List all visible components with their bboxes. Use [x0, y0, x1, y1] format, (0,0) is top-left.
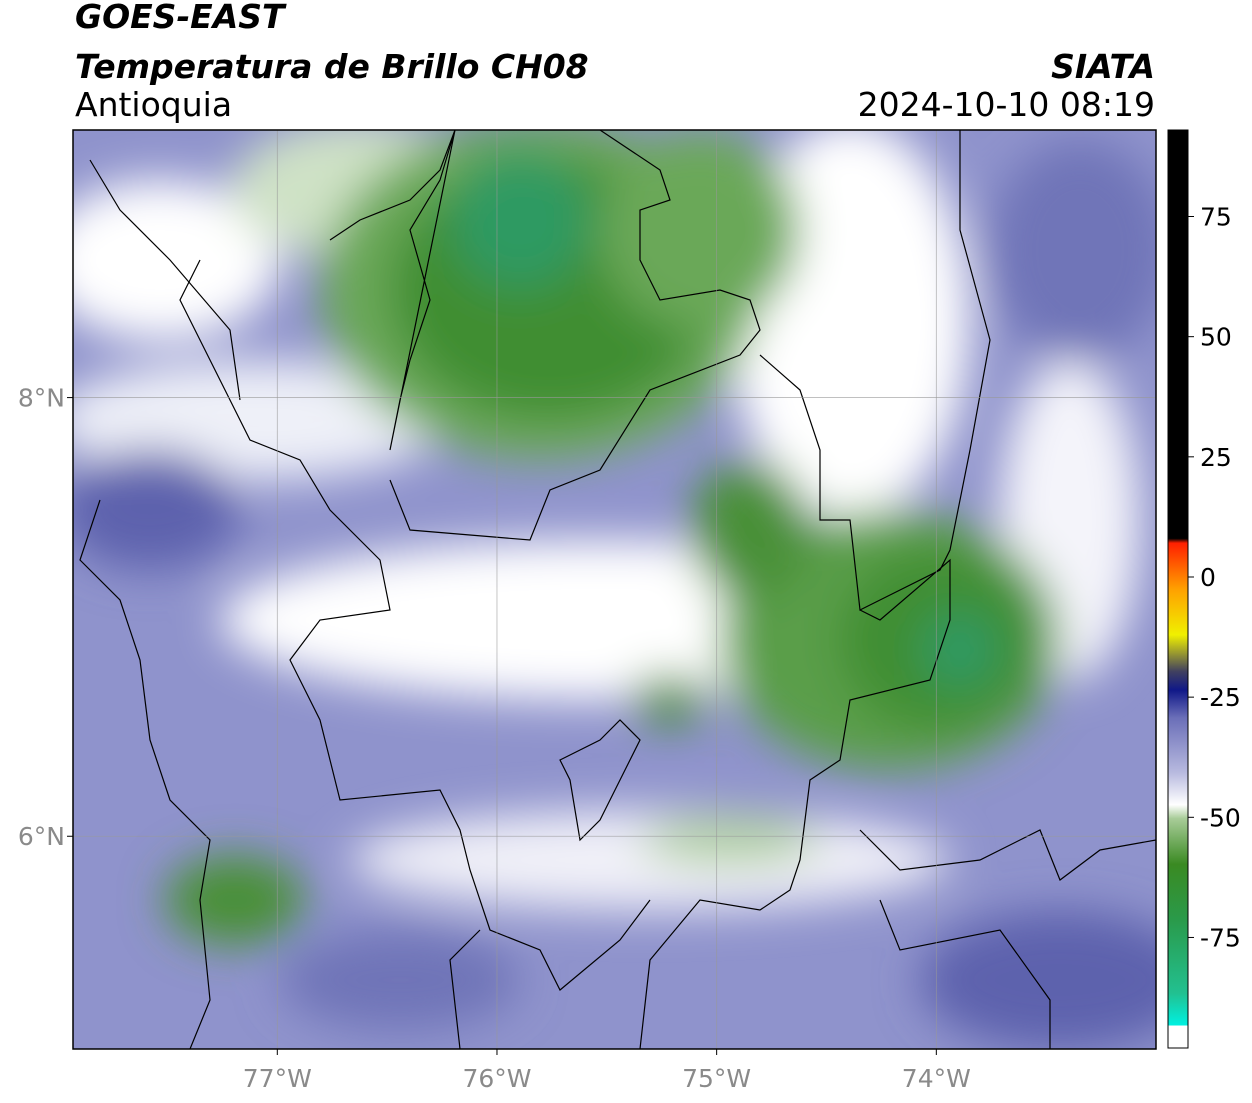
graticule — [73, 130, 1156, 1049]
colorbar — [1167, 129, 1189, 1049]
datetime: 2024-10-10 08:19 — [858, 85, 1155, 124]
colorbar-tick-label: 50 — [1200, 323, 1232, 352]
colorbar-tick-label: -50 — [1200, 803, 1241, 832]
colorbar-tick-label: 0 — [1200, 563, 1216, 592]
x-tick-label: 77°W — [243, 1064, 312, 1093]
x-tick-label: 76°W — [462, 1064, 531, 1093]
map-frame — [72, 129, 1157, 1050]
colorbar-tick-label: -75 — [1200, 923, 1241, 952]
region: Antioquia — [75, 85, 232, 124]
subtitle: Temperatura de Brillo CH08 — [75, 47, 589, 86]
y-tick-label: 6°N — [18, 822, 65, 851]
colorbar-axis: 75 50 25 0 -25 -50 -75 — [1188, 203, 1241, 952]
source: SIATA — [1051, 47, 1155, 86]
x-tick-label: 75°W — [682, 1064, 751, 1093]
title: GOES-EAST — [75, 0, 287, 36]
colorbar-tick-label: 25 — [1200, 443, 1232, 472]
x-tick-label: 74°W — [902, 1064, 971, 1093]
y-tick-label: 8°N — [18, 384, 65, 413]
satellite-image — [73, 130, 1156, 1049]
colorbar-tick-label: -25 — [1200, 683, 1241, 712]
boundaries — [79, 130, 1156, 1049]
colorbar-tick-label: 75 — [1200, 203, 1232, 232]
